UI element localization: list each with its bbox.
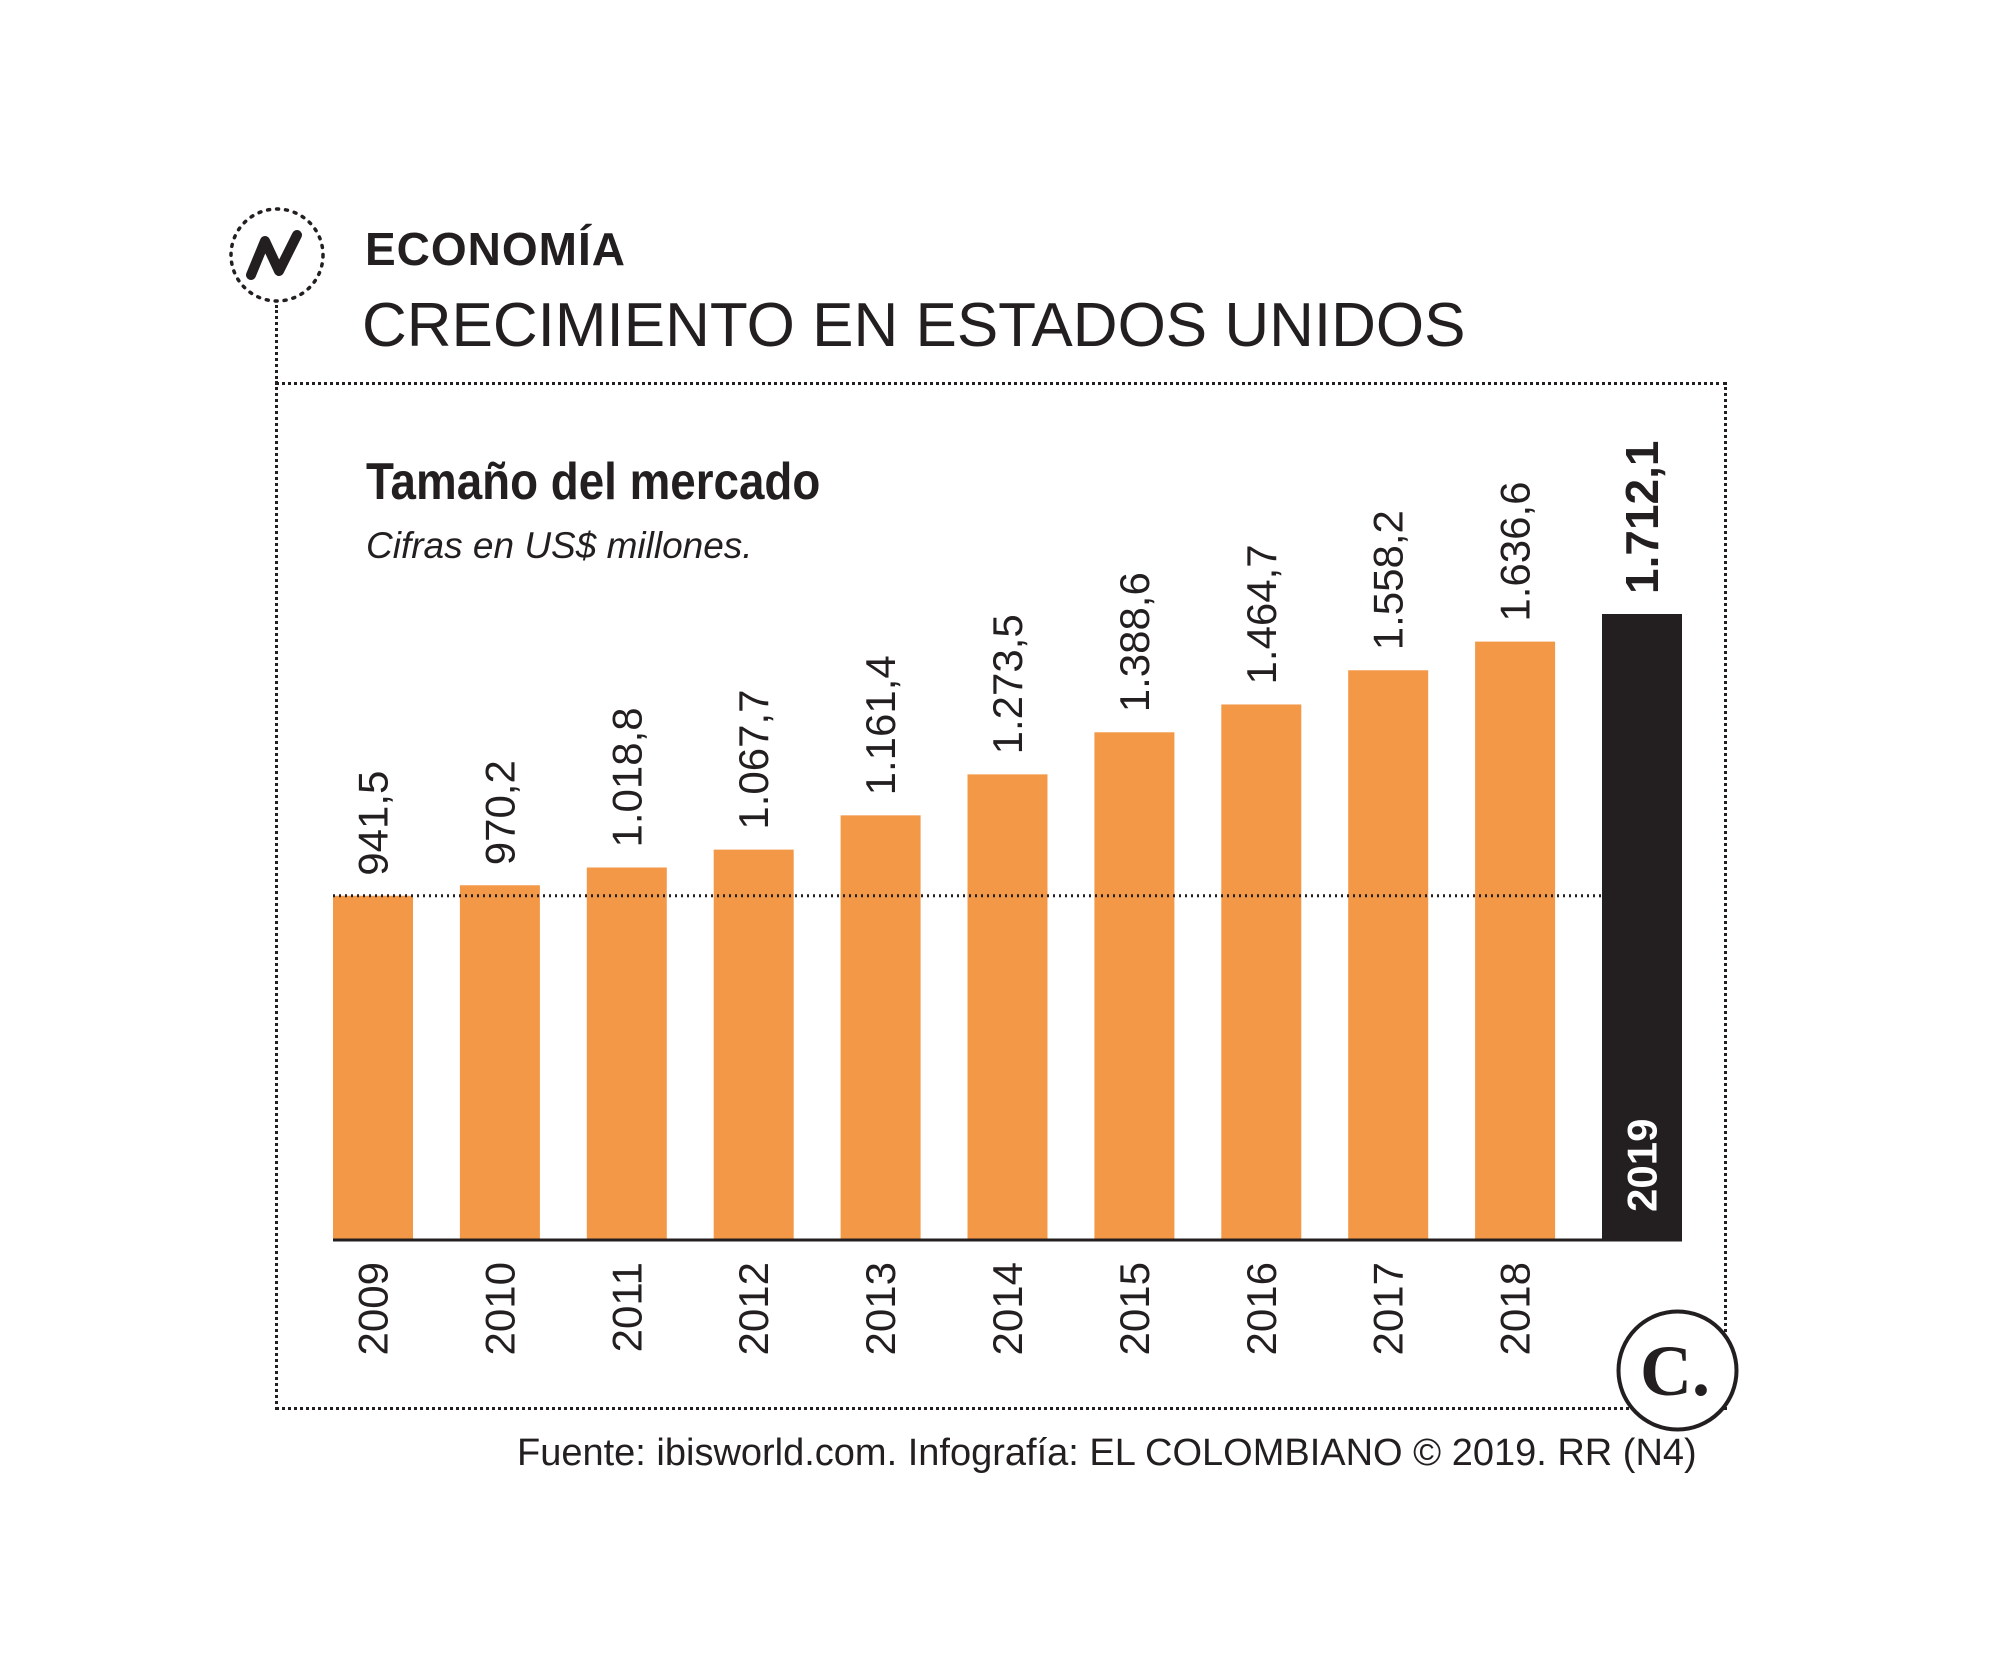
- category-label-2012: 2012: [730, 1262, 777, 1355]
- trend-line-icon: [229, 207, 325, 303]
- value-label-2010: 970,2: [476, 760, 523, 865]
- chart-frame: [275, 382, 1727, 1410]
- bar-2018: [1475, 641, 1556, 1240]
- value-label-2015: 1.388,6: [1111, 572, 1158, 712]
- dotted-connector: [275, 305, 278, 384]
- bar-2016: [1221, 704, 1302, 1240]
- bar-2017: [1348, 670, 1429, 1240]
- logo-text: C.: [1640, 1331, 1710, 1411]
- category-label-2009: 2009: [350, 1262, 397, 1355]
- category-label-2018: 2018: [1492, 1262, 1539, 1355]
- page-title: CRECIMIENTO EN ESTADOS UNIDOS: [362, 291, 1466, 360]
- value-label-2012: 1.067,7: [730, 689, 777, 829]
- value-label-2018: 1.636,6: [1492, 481, 1539, 621]
- value-label-2019: 1.712,1: [1616, 441, 1668, 594]
- category-label-2010: 2010: [476, 1262, 523, 1355]
- source-credit: Fuente: ibisworld.com. Infografía: EL CO…: [517, 1432, 1697, 1474]
- section-label: ECONOMÍA: [365, 223, 626, 275]
- value-label-2017: 1.558,2: [1365, 510, 1412, 650]
- bar-2015: [1094, 732, 1175, 1240]
- chart-subtitle: Cifras en US$ millones.: [366, 525, 753, 566]
- category-label-2013: 2013: [857, 1262, 904, 1355]
- category-label-2019: 2019: [1619, 1119, 1666, 1212]
- bar-2019: [1602, 614, 1682, 1240]
- bar-2014: [967, 774, 1048, 1240]
- category-label-2015: 2015: [1111, 1262, 1158, 1355]
- value-label-2011: 1.018,8: [603, 707, 650, 847]
- value-label-2016: 1.464,7: [1238, 544, 1285, 684]
- value-label-2014: 1.273,5: [984, 614, 1031, 754]
- category-label-2017: 2017: [1365, 1262, 1412, 1355]
- bar-2010: [459, 885, 540, 1240]
- bar-2012: [713, 849, 794, 1240]
- el-colombiano-logo: C.: [1616, 1309, 1739, 1432]
- bar-2009: [333, 895, 413, 1240]
- value-label-2013: 1.161,4: [857, 655, 904, 795]
- category-label-2011: 2011: [603, 1262, 650, 1352]
- category-label-2016: 2016: [1238, 1262, 1285, 1355]
- bar-2013: [840, 815, 921, 1240]
- bar-2011: [586, 867, 667, 1240]
- category-label-2014: 2014: [984, 1262, 1031, 1355]
- value-label-2009: 941,5: [350, 771, 397, 876]
- chart-title: Tamaño del mercado: [366, 453, 821, 511]
